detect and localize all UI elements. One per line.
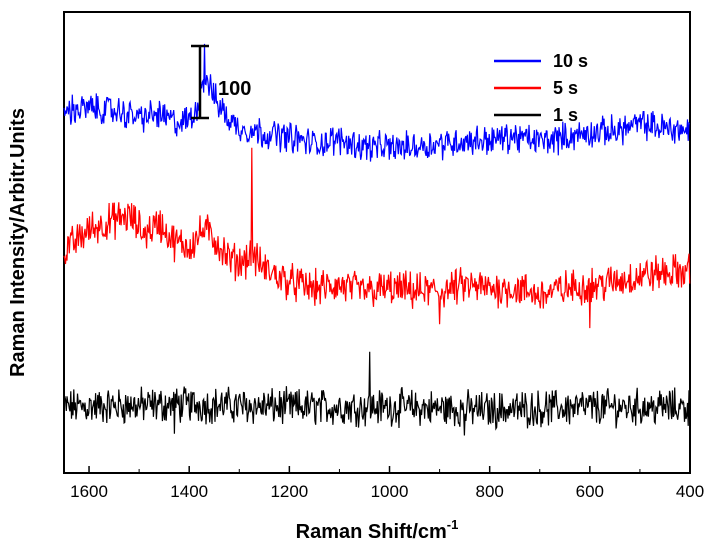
series-line-10s: [63, 43, 691, 162]
series-line-1s: [63, 351, 691, 436]
y-axis-title: Raman Intensity/Arbitr.Units: [7, 108, 29, 377]
x-tick-label: 600: [576, 482, 604, 501]
series-line-5s: [63, 147, 691, 329]
x-axis-title-superscript: -1: [447, 517, 459, 532]
x-ticks: 1600 1400 1200 1000 800 600 400: [70, 466, 704, 501]
x-axis-title-main: Raman Shift/cm: [296, 521, 447, 543]
x-tick-label: 1000: [371, 482, 409, 501]
series-layer: [63, 43, 691, 436]
legend-label: 5 s: [553, 78, 578, 98]
scale-bar: [191, 44, 209, 120]
x-tick-label: 1200: [270, 482, 308, 501]
x-tick-label: 400: [676, 482, 704, 501]
scale-bar-label: 100: [218, 78, 251, 100]
legend-label: 10 s: [553, 51, 588, 71]
x-axis-title: Raman Shift/cm-1: [296, 517, 459, 543]
x-tick-label: 1600: [70, 482, 108, 501]
x-tick-label: 800: [475, 482, 503, 501]
legend: 10 s 5 s 1 s: [494, 51, 588, 125]
x-tick-label: 1400: [170, 482, 208, 501]
plot-frame: [63, 11, 691, 474]
legend-label: 1 s: [553, 105, 578, 125]
